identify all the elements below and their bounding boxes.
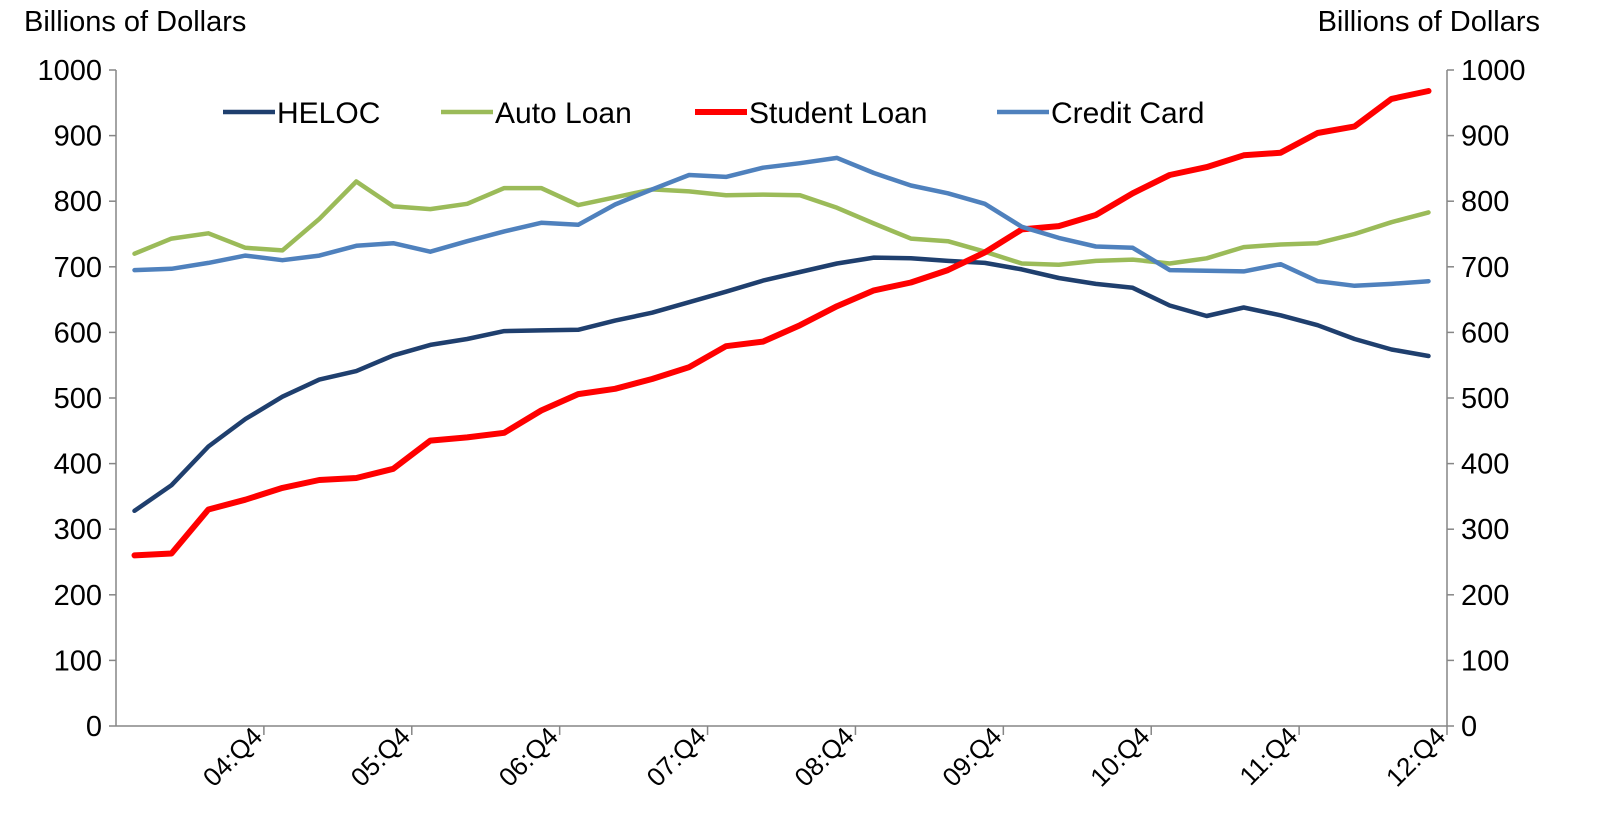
- legend-label-credit-card: Credit Card: [1051, 97, 1204, 130]
- chart-series: [131, 88, 1432, 559]
- x-tick-label: 05:Q4: [345, 721, 416, 792]
- left-axis-title: Billions of Dollars: [24, 6, 247, 38]
- y-tick-label-left: 900: [54, 121, 102, 153]
- chart-legend: HELOC Auto Loan Student Loan Credit Card: [223, 97, 1204, 130]
- legend-label-heloc: HELOC: [277, 97, 380, 130]
- y-tick-label-right: 200: [1461, 580, 1509, 612]
- series-student-loan: [131, 88, 1432, 559]
- legend-label-auto-loan: Auto Loan: [495, 97, 632, 130]
- x-tick-label: 12:Q4: [1380, 721, 1451, 792]
- y-tick-label-right: 300: [1461, 514, 1509, 546]
- series-auto-loan: [132, 179, 1431, 268]
- y-tick-label-right: 600: [1461, 317, 1509, 349]
- y-tick-label-right: 1000: [1461, 55, 1526, 87]
- y-tick-label-left: 0: [86, 711, 102, 743]
- y-tick-label-left: 300: [54, 514, 102, 546]
- y-tick-label-right: 400: [1461, 449, 1509, 481]
- y-tick-label-left: 700: [54, 252, 102, 284]
- series-credit-card: [132, 155, 1431, 289]
- y-tick-label-right: 800: [1461, 186, 1509, 218]
- y-tick-label-left: 200: [54, 580, 102, 612]
- series-heloc: [132, 255, 1431, 514]
- y-tick-label-right: 500: [1461, 383, 1509, 415]
- x-tick-label: 09:Q4: [936, 721, 1007, 792]
- x-tick-label: 10:Q4: [1084, 721, 1155, 792]
- y-tick-label-left: 500: [54, 383, 102, 415]
- y-tick-label-right: 900: [1461, 121, 1509, 153]
- y-tick-label-right: 700: [1461, 252, 1509, 284]
- y-tick-label-left: 600: [54, 317, 102, 349]
- y-tick-label-left: 800: [54, 186, 102, 218]
- right-axis-title: Billions of Dollars: [1317, 6, 1540, 38]
- x-tick-label: 08:Q4: [788, 721, 859, 792]
- x-tick-label: 11:Q4: [1233, 721, 1303, 791]
- x-tick-label: 07:Q4: [641, 721, 712, 792]
- y-tick-label-left: 400: [54, 449, 102, 481]
- x-tick-label: 04:Q4: [197, 721, 268, 792]
- y-tick-label-right: 0: [1461, 711, 1477, 743]
- y-tick-label-left: 100: [54, 645, 102, 677]
- y-tick-label-left: 1000: [37, 55, 102, 87]
- x-tick-label: 06:Q4: [493, 721, 564, 792]
- y-tick-label-right: 100: [1461, 645, 1509, 677]
- legend-label-student-loan: Student Loan: [749, 97, 928, 130]
